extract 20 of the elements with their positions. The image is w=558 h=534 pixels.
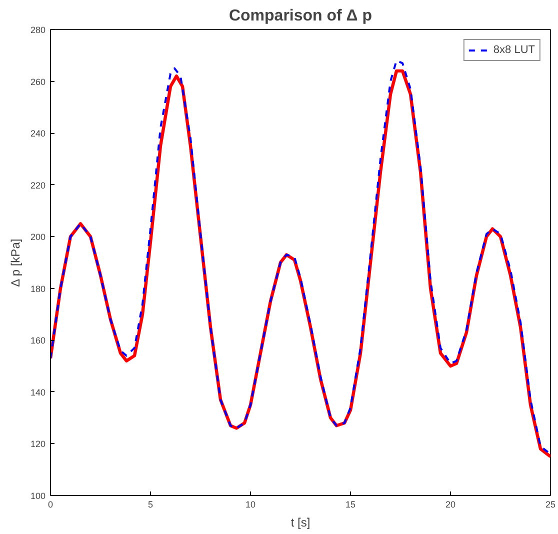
y-tick-label: 260	[30, 76, 46, 87]
y-tick-label: 120	[30, 439, 46, 450]
x-axis-title: t [s]	[290, 516, 310, 530]
y-tick-label: 140	[30, 387, 46, 398]
x-tick-label: 0	[48, 500, 54, 510]
y-tick-label: 100	[30, 491, 46, 501]
x-tick-label: 25	[545, 500, 556, 510]
chart-title: Comparison of Δ p	[228, 8, 372, 24]
legend-label: 8x8 LUT	[493, 44, 535, 56]
y-tick-label: 280	[30, 25, 46, 35]
x-tick-label: 10	[245, 500, 256, 510]
x-tick-label: 5	[148, 500, 154, 510]
y-tick-label: 160	[30, 336, 46, 346]
y-tick-label: 240	[30, 128, 46, 139]
y-tick-label: 180	[30, 284, 46, 294]
y-tick-label: 220	[30, 180, 46, 190]
x-tick-label: 15	[345, 500, 356, 510]
y-tick-label: 200	[30, 232, 46, 242]
y-axis-title: Δ p [kPa]	[8, 238, 22, 287]
x-tick-label: 20	[445, 500, 456, 510]
